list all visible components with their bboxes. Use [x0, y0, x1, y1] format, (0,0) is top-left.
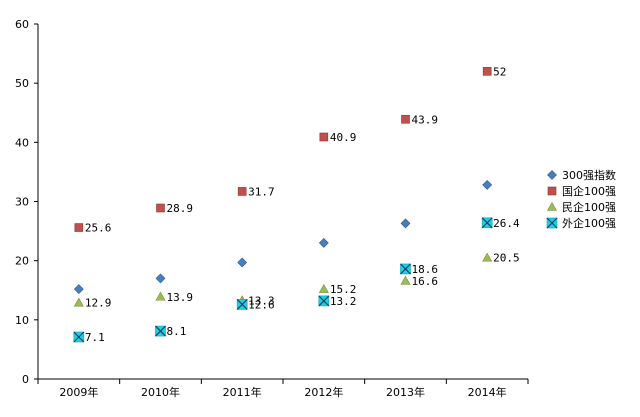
data-point-index300-3	[318, 237, 329, 248]
y-tick-label: 60	[15, 18, 29, 31]
x-tick-label: 2014年	[468, 385, 507, 399]
y-tick-label: 0	[22, 373, 29, 386]
x-tick-label: 2011年	[223, 385, 262, 399]
data-point-soe100-2	[237, 187, 247, 196]
y-tick-label: 20	[15, 255, 29, 268]
data-point-index300-1	[155, 273, 166, 284]
data-label-foreign100-3: 13.2	[330, 295, 357, 308]
data-label-soe100-5: 52	[493, 65, 506, 78]
data-point-soe100-5	[482, 67, 492, 76]
data-point-foreign100-4	[400, 263, 411, 275]
data-label-soe100-2: 31.7	[248, 185, 275, 198]
data-point-foreign100-1	[155, 325, 166, 337]
y-tick-label: 30	[15, 196, 29, 209]
data-label-foreign100-4: 18.6	[412, 263, 439, 276]
data-point-soe100-1	[156, 203, 165, 213]
data-label-soe100-4: 43.9	[412, 113, 439, 126]
legend-marker-foreign100	[546, 217, 558, 229]
x-tick-label: 2012年	[304, 385, 343, 399]
data-label-private100-3: 15.2	[330, 283, 357, 296]
data-point-private100-1	[155, 291, 166, 301]
data-point-private100-5	[482, 252, 493, 262]
data-point-foreign100-3	[318, 295, 330, 307]
y-tick-label: 40	[15, 136, 29, 149]
data-point-private100-0	[73, 297, 84, 307]
data-point-foreign100-0	[73, 331, 85, 343]
legend-marker-index300	[546, 169, 558, 181]
legend-marker-soe100	[546, 185, 558, 197]
data-label-foreign100-5: 26.4	[493, 217, 520, 230]
legend-marker-private100	[546, 201, 558, 213]
x-tick-label: 2009年	[59, 385, 98, 399]
data-label-foreign100-2: 12.6	[248, 298, 275, 311]
data-point-soe100-4	[401, 114, 410, 124]
legend-item-private100: 民企100强	[546, 200, 616, 216]
legend-item-soe100: 国企100强	[546, 184, 616, 200]
y-tick-label: 10	[15, 314, 29, 327]
data-point-index300-4	[400, 218, 411, 229]
data-point-index300-0	[73, 284, 84, 294]
data-label-foreign100-1: 8.1	[167, 325, 187, 338]
legend-label-foreign100: 外企100强	[562, 217, 616, 230]
data-point-private100-3	[318, 283, 329, 293]
x-tick-label: 2013年	[386, 385, 425, 399]
x-tick-label: 2010年	[141, 385, 180, 399]
data-point-foreign100-2	[236, 299, 248, 310]
legend-label-private100: 民企100强	[562, 201, 616, 214]
data-label-private100-2: 13.3	[248, 294, 275, 307]
legend-label-index300: 300强指数	[562, 169, 616, 182]
data-label-soe100-3: 40.9	[330, 131, 357, 144]
data-point-foreign100-5	[481, 217, 493, 229]
data-label-private100-1: 13.9	[167, 291, 194, 304]
data-label-soe100-1: 28.9	[167, 202, 194, 215]
y-tick-label: 50	[15, 77, 29, 90]
legend-label-soe100: 国企100强	[562, 185, 616, 198]
data-point-index300-5	[482, 180, 493, 190]
data-point-index300-2	[237, 257, 248, 268]
legend-item-index300: 300强指数	[546, 168, 616, 184]
data-label-private100-4: 16.6	[412, 275, 439, 288]
data-point-soe100-0	[74, 223, 84, 232]
data-point-soe100-3	[319, 132, 329, 142]
data-label-foreign100-0: 7.1	[85, 331, 105, 344]
legend-item-foreign100: 外企100强	[546, 216, 616, 232]
chart-legend: 300强指数 国企100强 民企100强 外企100强	[546, 168, 616, 232]
data-label-soe100-0: 25.6	[85, 222, 112, 235]
data-point-private100-4	[400, 275, 411, 285]
data-label-private100-5: 20.5	[493, 252, 519, 265]
data-label-private100-0: 12.9	[85, 297, 112, 310]
